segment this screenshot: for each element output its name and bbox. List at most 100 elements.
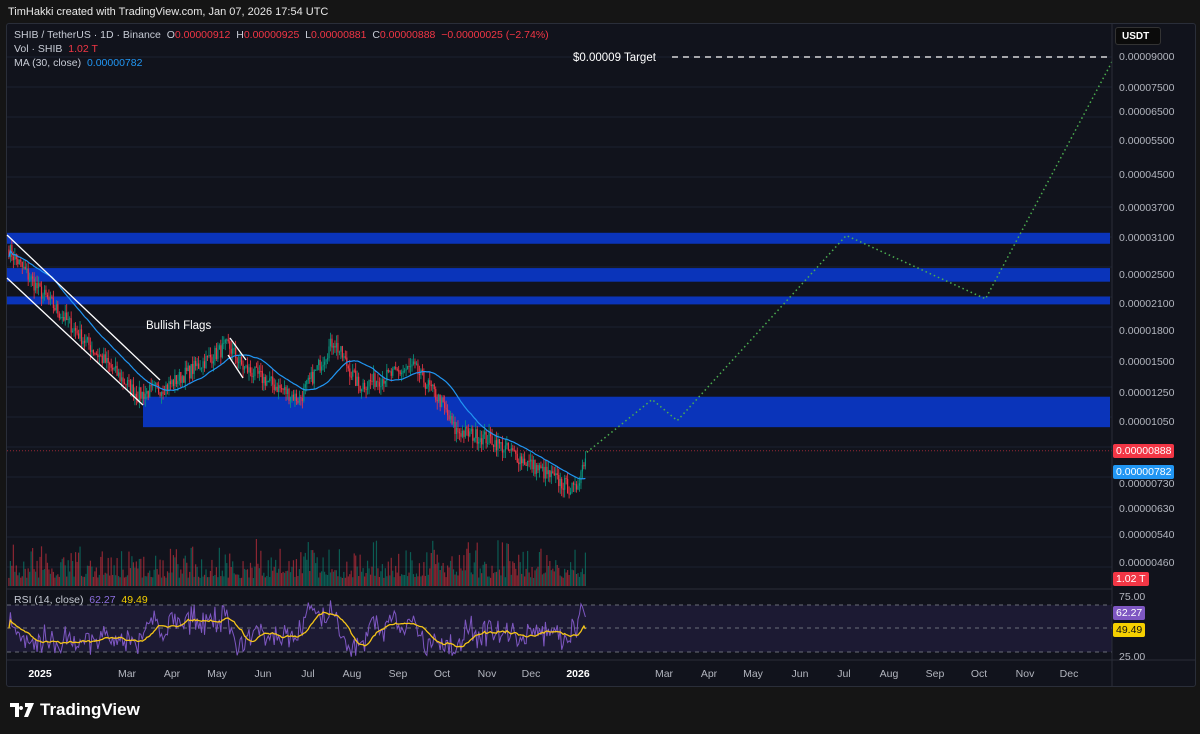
symbol-legend: SHIB / TetherUS · 1D · Binance O0.000009… [14, 29, 549, 41]
volume-bar [223, 576, 225, 586]
volume-bar [160, 577, 163, 586]
candle-body [406, 365, 409, 369]
volume-bar [521, 573, 523, 586]
candle-body [435, 389, 437, 400]
volume-bar [12, 544, 14, 586]
price-axis-label: 0.00002500 [1119, 268, 1175, 281]
candle-body [466, 426, 468, 429]
volume-bar [91, 566, 93, 586]
candle-body [116, 365, 118, 376]
candle-body [24, 266, 26, 270]
price-axis-label: 0.00001250 [1119, 386, 1175, 399]
volume-bar [353, 553, 355, 586]
candle-body [95, 353, 97, 355]
volume-bar [70, 553, 72, 586]
volume-bar [282, 571, 284, 586]
volume-bar [209, 570, 212, 586]
candle-body [558, 474, 560, 487]
candle-body [303, 387, 305, 401]
candle-body [361, 389, 363, 392]
volume-bar [157, 574, 160, 586]
candle-body [252, 376, 255, 378]
volume-bar [18, 572, 20, 586]
candle-body [110, 364, 112, 368]
volume-bar [211, 559, 213, 586]
candle-body [266, 380, 268, 386]
volume-bar [381, 564, 383, 586]
candle-body [223, 342, 225, 344]
volume-bar [200, 559, 203, 586]
time-axis-label: Oct [433, 668, 451, 680]
volume-bar [254, 566, 256, 586]
price-axis-label: 0.00003100 [1119, 232, 1175, 245]
candle-body [329, 338, 332, 347]
candle-body [350, 376, 352, 378]
volume-bar [580, 572, 582, 586]
candle-body [375, 381, 378, 387]
candle-body [501, 442, 504, 453]
candle-body [509, 449, 511, 451]
volume-bar [192, 546, 194, 586]
candle-body [190, 363, 192, 379]
volume-bar [323, 571, 326, 586]
candle-body [258, 370, 260, 374]
volume-bar [460, 568, 462, 586]
candle-body [328, 346, 330, 359]
candle-body [89, 345, 92, 353]
volume-bar [457, 575, 459, 586]
volume-bar [503, 566, 505, 586]
volume-bar [119, 577, 121, 586]
candle-body [455, 428, 458, 435]
candle-body [369, 380, 372, 382]
candle-body [171, 380, 173, 385]
volume-bar [26, 577, 28, 586]
currency-button[interactable]: USDT [1115, 27, 1161, 45]
candle-body [32, 276, 34, 279]
volume-bar [208, 577, 210, 586]
volume-bar [528, 572, 530, 586]
time-axis-label: Jul [837, 668, 851, 680]
price-axis-label: 0.00001800 [1119, 324, 1175, 337]
candle-body [297, 401, 299, 403]
candle-body [362, 382, 364, 390]
low-label: L [305, 29, 311, 41]
candle-body [217, 349, 219, 359]
price-axis-label: 0.00004500 [1119, 168, 1175, 181]
tradingview-logo: TradingView [10, 700, 140, 720]
volume-bar [131, 556, 133, 586]
volume-bar [309, 571, 311, 586]
volume-bar [72, 560, 74, 586]
candle-body [261, 371, 263, 383]
volume-bar [235, 574, 237, 586]
volume-bar [438, 562, 440, 586]
volume-bar [24, 568, 26, 586]
volume-bar [332, 571, 335, 586]
candle-body [479, 438, 481, 442]
volume-bar [531, 566, 533, 586]
candle-body [72, 330, 74, 333]
volume-bar [39, 556, 41, 586]
candle-body [243, 366, 246, 370]
candle-body [34, 282, 37, 291]
volume-bar [369, 574, 372, 586]
volume-bar [260, 550, 262, 586]
candle-body [198, 363, 200, 369]
volume-bar [162, 560, 164, 586]
price-axis-label: 0.00000730 [1119, 478, 1175, 491]
candle-body [513, 450, 515, 452]
candle-body [159, 392, 161, 396]
candle-body [325, 359, 327, 362]
candle-body [196, 363, 198, 367]
candle-body [17, 259, 19, 265]
candle-body [221, 343, 223, 358]
volume-bar [312, 550, 314, 586]
volume-value: 1.02 T [68, 43, 98, 55]
candle-body [355, 370, 357, 386]
volume-bar [33, 569, 35, 586]
channel-lower-line [6, 277, 144, 406]
volume-bar [463, 555, 465, 586]
candle-body [199, 368, 201, 370]
price-axis-label: 0.00009000 [1119, 51, 1175, 63]
volume-bar [189, 571, 191, 586]
